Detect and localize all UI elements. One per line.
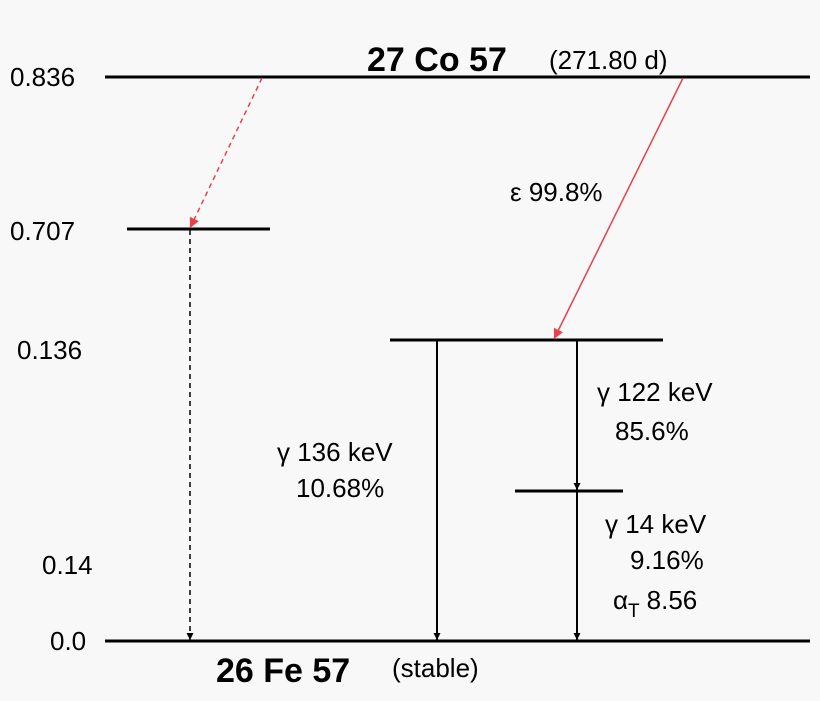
daughter-note: (stable): [392, 653, 479, 683]
level-label: 0.136: [17, 335, 82, 365]
transition-label: ε 99.8%: [510, 177, 603, 207]
ec-arrow: [553, 77, 684, 340]
level-label: 0.707: [10, 216, 75, 246]
alpha-subscript: T: [628, 601, 640, 622]
transition-intensity: 10.68%: [296, 473, 384, 503]
daughter-nuclide: 26 Fe 57: [216, 652, 350, 690]
level-label: 0.836: [10, 62, 75, 92]
ec-arrow-dashed: [189, 77, 263, 229]
transition-intensity: 85.6%: [615, 416, 689, 446]
alpha-symbol: α: [613, 585, 628, 615]
transition-label: γ 136 keV: [277, 437, 393, 467]
transition-intensity: 9.16%: [630, 545, 704, 575]
transition-label: γ 14 keV: [605, 509, 707, 539]
alpha-value: 8.56: [647, 585, 698, 615]
transition-label: γ 122 keV: [597, 377, 713, 407]
parent-nuclide: 27 Co 57: [367, 41, 507, 79]
level-label: 0.14: [42, 550, 93, 580]
conversion-coefficient: αT 8.56: [613, 585, 697, 622]
parent-half-life: (271.80 d): [549, 45, 668, 75]
level-label: 0.0: [50, 626, 86, 656]
